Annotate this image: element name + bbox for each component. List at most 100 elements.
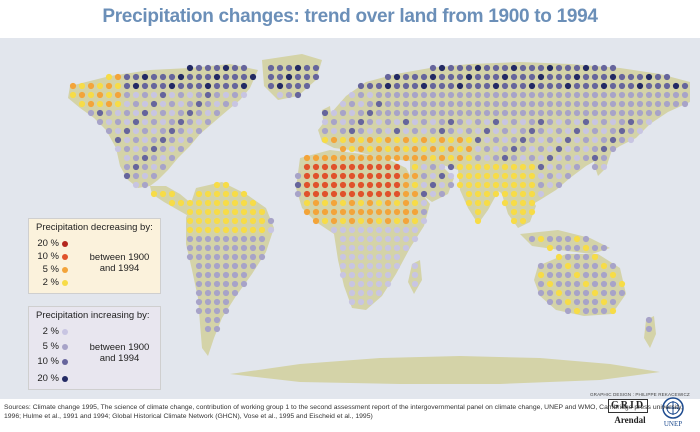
trend-dot xyxy=(177,109,185,117)
trend-dot xyxy=(501,73,509,81)
trend-dot xyxy=(591,73,599,81)
trend-dot xyxy=(132,100,140,108)
trend-dot xyxy=(393,208,401,216)
trend-dot xyxy=(366,244,374,252)
trend-dot xyxy=(366,253,374,261)
trend-dot xyxy=(249,235,257,243)
trend-dot xyxy=(366,271,374,279)
trend-dot xyxy=(582,118,590,126)
trend-dot xyxy=(546,82,554,90)
trend-dot xyxy=(591,253,599,261)
trend-dot xyxy=(483,136,491,144)
trend-dot xyxy=(195,73,203,81)
trend-dot xyxy=(465,109,473,117)
trend-dot xyxy=(339,154,347,162)
trend-dot xyxy=(348,280,356,288)
trend-dot xyxy=(411,100,419,108)
trend-dot xyxy=(555,172,563,180)
trend-dot xyxy=(294,190,302,198)
trend-dot xyxy=(159,136,167,144)
trend-dot xyxy=(384,190,392,198)
trend-dot xyxy=(411,226,419,234)
trend-dot xyxy=(312,73,320,81)
legend-decreasing: Precipitation decreasing by: 20 % 10 % 5… xyxy=(28,218,161,294)
trend-dot xyxy=(402,181,410,189)
legend-swatch xyxy=(62,254,68,260)
trend-dot xyxy=(384,235,392,243)
trend-dot xyxy=(519,118,527,126)
trend-dot xyxy=(393,181,401,189)
trend-dot xyxy=(294,64,302,72)
trend-dot xyxy=(231,64,239,72)
trend-dot xyxy=(123,73,131,81)
trend-dot xyxy=(132,172,140,180)
legend-label: 5 % xyxy=(42,264,59,275)
trend-dot xyxy=(213,235,221,243)
trend-dot xyxy=(474,217,482,225)
trend-dot xyxy=(402,235,410,243)
trend-dot xyxy=(474,136,482,144)
trend-dot xyxy=(591,100,599,108)
trend-dot xyxy=(654,82,662,90)
trend-dot xyxy=(465,145,473,153)
trend-dot xyxy=(123,163,131,171)
trend-dot xyxy=(249,217,257,225)
trend-dot xyxy=(339,118,347,126)
trend-dot xyxy=(537,64,545,72)
trend-dot xyxy=(456,73,464,81)
trend-dot xyxy=(510,136,518,144)
trend-dot xyxy=(600,145,608,153)
trend-dot xyxy=(519,73,527,81)
trend-dot xyxy=(123,82,131,90)
trend-dot xyxy=(582,154,590,162)
unep-logo-text: UNEP xyxy=(663,420,683,428)
trend-dot xyxy=(402,190,410,198)
trend-dot xyxy=(438,181,446,189)
trend-dot xyxy=(375,100,383,108)
trend-dot xyxy=(447,154,455,162)
trend-dot xyxy=(420,199,428,207)
trend-dot xyxy=(528,73,536,81)
trend-dot xyxy=(339,253,347,261)
trend-dot xyxy=(78,91,86,99)
trend-dot xyxy=(330,181,338,189)
trend-dot xyxy=(186,127,194,135)
trend-dot xyxy=(186,217,194,225)
trend-dot xyxy=(654,73,662,81)
trend-dot xyxy=(510,73,518,81)
trend-dot xyxy=(591,136,599,144)
trend-dot xyxy=(159,190,167,198)
trend-dot xyxy=(348,127,356,135)
trend-dot xyxy=(582,100,590,108)
trend-dot xyxy=(600,154,608,162)
trend-dot xyxy=(384,118,392,126)
trend-dot xyxy=(213,181,221,189)
trend-dot xyxy=(204,271,212,279)
trend-dot xyxy=(564,136,572,144)
trend-dot xyxy=(537,127,545,135)
trend-dot xyxy=(177,127,185,135)
trend-dot xyxy=(357,172,365,180)
legend-increasing: Precipitation increasing by: 2 % 5 % 10 … xyxy=(28,306,161,390)
trend-dot xyxy=(510,91,518,99)
trend-dot xyxy=(159,73,167,81)
trend-dot xyxy=(555,271,563,279)
trend-dot xyxy=(249,73,257,81)
trend-dot xyxy=(501,136,509,144)
trend-dot xyxy=(465,181,473,189)
trend-dot xyxy=(132,181,140,189)
trend-dot xyxy=(438,91,446,99)
trend-dot xyxy=(195,190,203,198)
trend-dot xyxy=(609,307,617,315)
trend-dot xyxy=(132,145,140,153)
trend-dot xyxy=(240,226,248,234)
legend-swatch xyxy=(62,359,68,365)
trend-dot xyxy=(411,262,419,270)
trend-dot xyxy=(348,91,356,99)
trend-dot xyxy=(429,154,437,162)
trend-dot xyxy=(420,127,428,135)
trend-dot xyxy=(591,244,599,252)
legend-label: 10 % xyxy=(37,356,59,367)
trend-dot xyxy=(600,289,608,297)
trend-dot xyxy=(213,226,221,234)
